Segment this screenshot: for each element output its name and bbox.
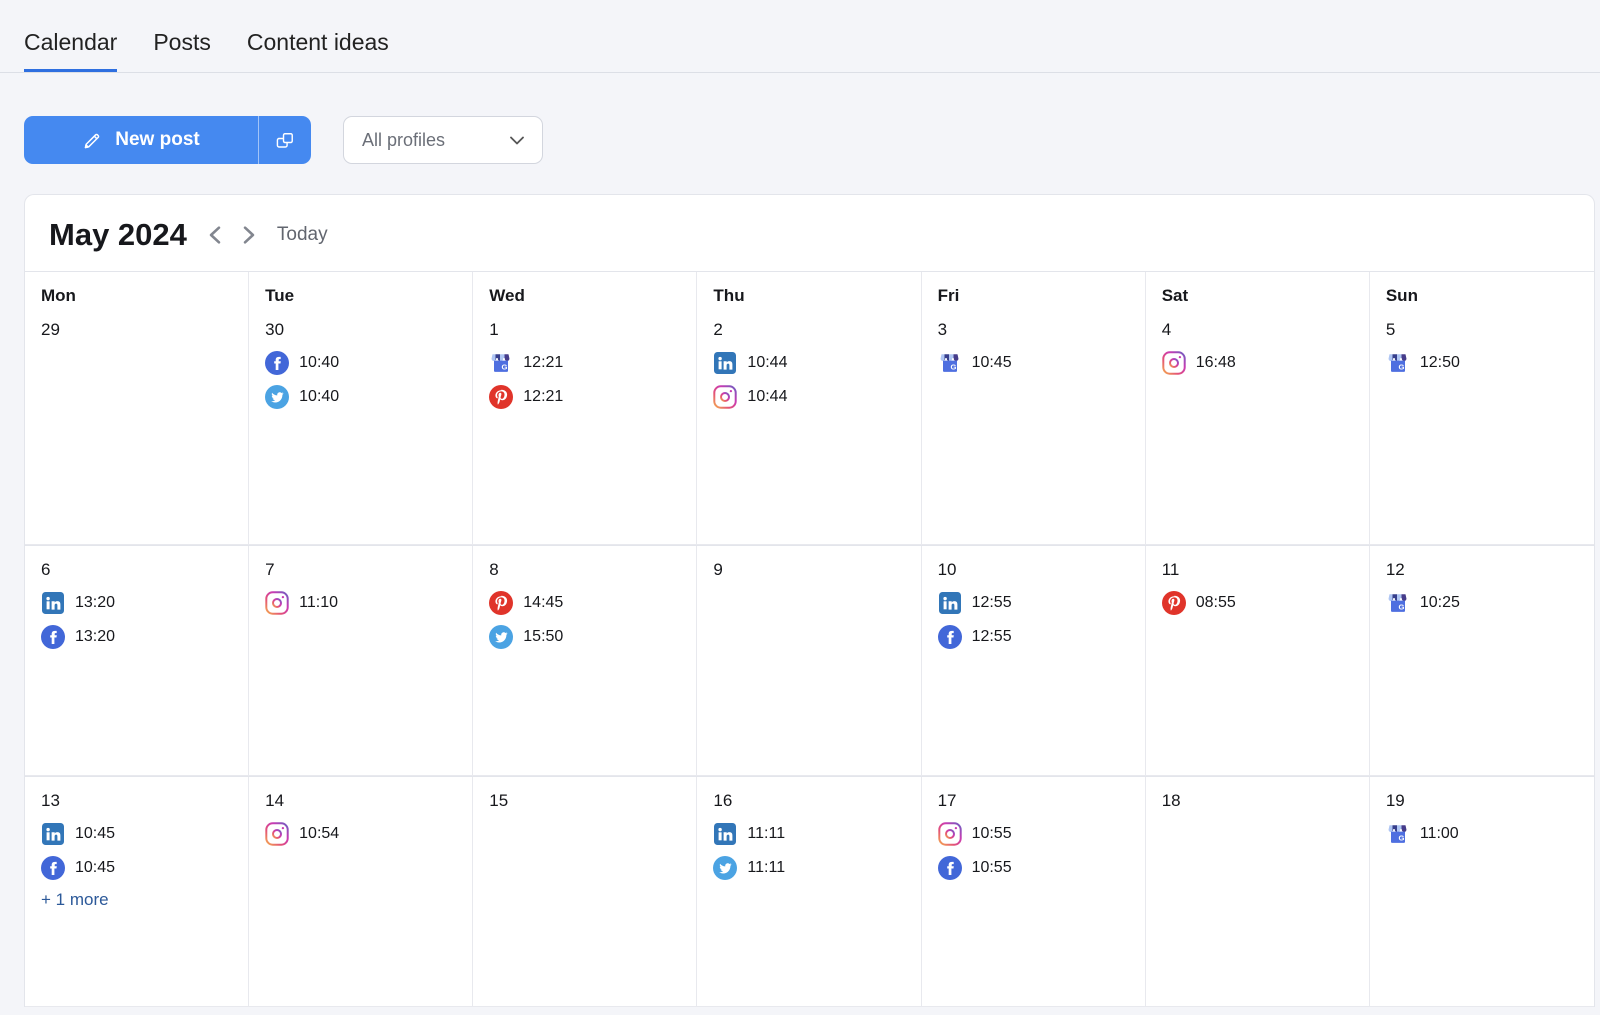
svg-text:G: G [502, 363, 508, 372]
svg-text:G: G [1398, 363, 1404, 372]
svg-text:G: G [950, 363, 956, 372]
svg-text:G: G [1398, 603, 1404, 612]
svg-text:G: G [1398, 834, 1404, 843]
